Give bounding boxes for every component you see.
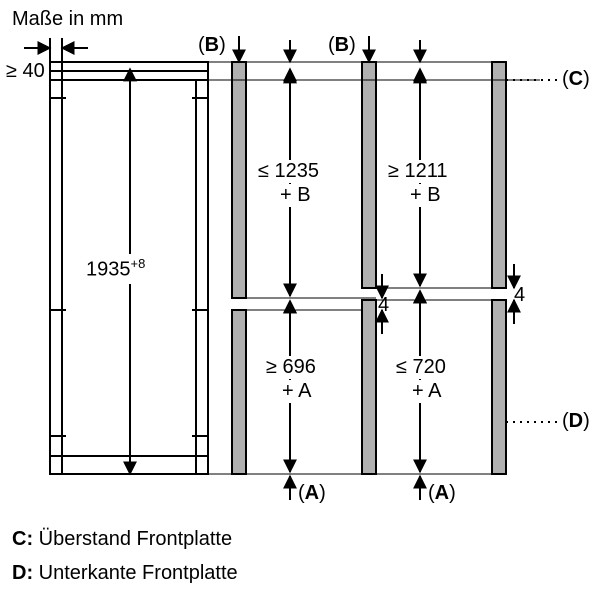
C-label: (C) [562, 68, 590, 91]
title: Maße in mm [12, 8, 123, 31]
D-label: (D) [562, 410, 590, 433]
col1-upper-l2: + B [280, 184, 311, 207]
col2-lower-l1: ≤ 720 [396, 356, 446, 379]
gap1-label: 4 [378, 294, 389, 317]
B1-label: (B) [198, 34, 226, 57]
diagram-canvas: Maße in mm ≥ 40 (B) (B) (C) (D) 1935+8 ≤… [0, 0, 600, 600]
col1-lower-l1: ≥ 696 [266, 356, 316, 379]
col1-lower-l2: + A [282, 380, 311, 403]
gap-top-label: ≥ 40 [6, 60, 45, 83]
col1-upper-l1: ≤ 1235 [258, 160, 319, 183]
gap2-label: 4 [514, 284, 525, 307]
col2-upper-l2: + B [410, 184, 441, 207]
col2-lower-l2: + A [412, 380, 441, 403]
panel-bars [232, 62, 506, 474]
A1-label: (A) [298, 482, 326, 505]
legend-C: C: Überstand Frontplatte [12, 528, 232, 551]
tall-value: 1935+8 [86, 254, 145, 284]
ref-lines [208, 62, 560, 474]
B2-label: (B) [328, 34, 356, 57]
diagram-svg [0, 0, 600, 600]
col2-upper-l1: ≥ 1211 [388, 160, 448, 183]
legend-D: D: Unterkante Frontplatte [12, 562, 238, 585]
A2-label: (A) [428, 482, 456, 505]
